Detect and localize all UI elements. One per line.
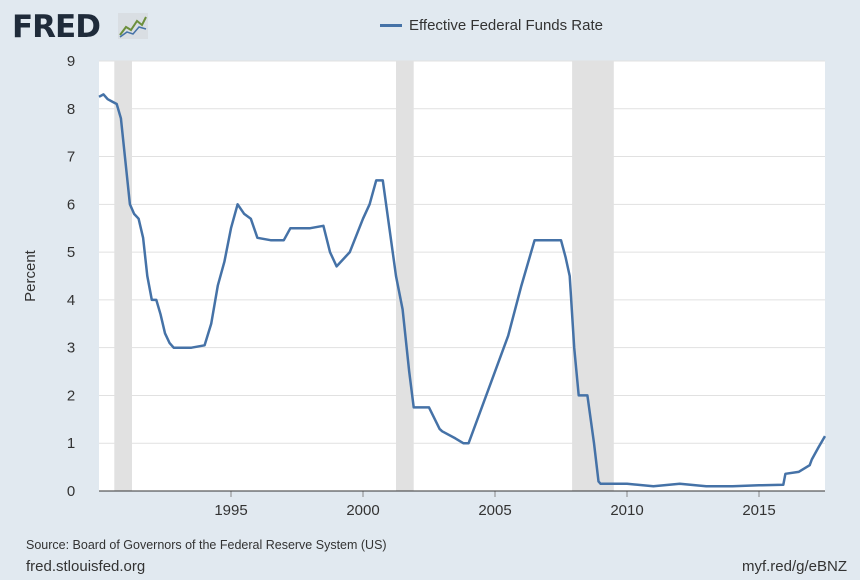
recession-band-1	[396, 61, 414, 491]
legend-swatch	[380, 24, 402, 27]
y-tick-label-9: 9	[67, 53, 75, 70]
x-tick-label-2010: 2010	[610, 502, 643, 519]
line-chart: 0 1 2 3 4 5 6 7 8 9 1995 2000 2005 2010 2015 Percent	[22, 53, 827, 519]
recession-band-0	[114, 61, 132, 491]
x-tick-label-1995: 1995	[214, 502, 247, 519]
short-url-link[interactable]: myf.red/g/eBNZ	[741, 558, 847, 575]
site-link[interactable]: fred.stlouisfed.org	[26, 558, 146, 575]
source-note: Source: Board of Governors of the Federa…	[26, 538, 387, 552]
y-tick-label-1: 1	[67, 435, 75, 452]
chart-legend: Effective Federal Funds Rate	[380, 17, 603, 34]
x-tick-label-2005: 2005	[478, 502, 511, 519]
y-tick-label-6: 6	[67, 196, 75, 213]
legend-label: Effective Federal Funds Rate	[409, 17, 603, 34]
y-tick-label-2: 2	[67, 387, 75, 404]
x-tick-label-2000: 2000	[346, 502, 379, 519]
y-tick-label-7: 7	[67, 149, 75, 166]
y-tick-label-5: 5	[67, 244, 75, 261]
y-axis-label: Percent	[22, 249, 39, 302]
fred-chart-icon	[118, 13, 148, 39]
recession-band-2	[572, 61, 614, 491]
series-line-0	[98, 93, 827, 488]
fred-logo[interactable]: FRED	[12, 9, 101, 45]
y-tick-label-4: 4	[67, 292, 75, 309]
y-tick-label-8: 8	[67, 101, 75, 118]
y-tick-label-0: 0	[67, 483, 75, 500]
chart-header: FRED Effective Federal Funds Rate	[0, 0, 860, 55]
x-tick-label-2015: 2015	[742, 502, 775, 519]
plot-area	[99, 61, 825, 491]
y-tick-label-3: 3	[67, 340, 75, 357]
